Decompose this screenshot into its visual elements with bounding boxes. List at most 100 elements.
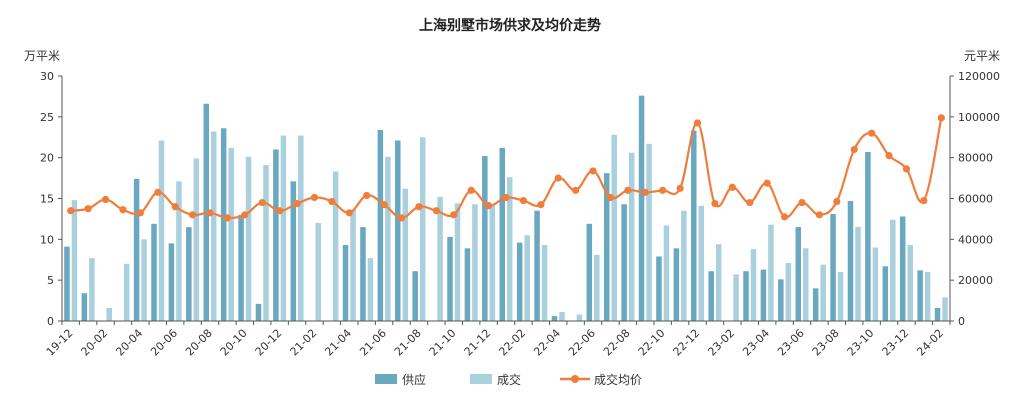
price-point (641, 188, 649, 196)
bar-deal (803, 248, 809, 321)
bar-deal (280, 135, 287, 321)
price-point (572, 186, 580, 194)
x-tick-label: 21-10 (427, 327, 459, 359)
price-point (519, 196, 528, 205)
bar-deal (785, 263, 792, 321)
bar-supply (238, 214, 244, 321)
chart-title: 上海别墅市场供求及均价走势 (419, 17, 601, 34)
x-tick-label: 20-06 (148, 327, 180, 359)
bar-supply (377, 129, 384, 321)
legend-label-supply: 供应 (402, 372, 426, 387)
bar-deal (141, 239, 147, 321)
bar-deal (750, 249, 757, 321)
bar-supply (812, 288, 819, 321)
price-point (345, 209, 353, 217)
price-point (885, 152, 893, 160)
price-point (293, 200, 301, 208)
price-point (537, 201, 545, 209)
price-point (484, 202, 493, 210)
bar-deal (698, 205, 705, 321)
x-tick-label: 21-04 (322, 327, 354, 359)
price-point (937, 114, 945, 122)
bar-deal (820, 264, 826, 321)
bar-supply (708, 271, 714, 321)
bar-deal (332, 171, 339, 321)
legend-swatch-price-dot (571, 375, 579, 383)
x-tick-label: 23-10 (845, 327, 877, 359)
price-point (276, 207, 284, 215)
bar-deal (211, 131, 217, 321)
bar-supply (360, 227, 366, 321)
x-tick-label: 22-02 (496, 327, 528, 359)
y-right-tick-label: 40000 (958, 233, 993, 246)
bar-supply (290, 181, 297, 321)
x-tick-label: 20-10 (218, 327, 250, 359)
legend-label-price: 成交均价 (594, 372, 642, 387)
price-point (310, 193, 319, 202)
bar-deal (924, 272, 931, 321)
price-point (171, 203, 179, 211)
y-right-tick-label: 20000 (958, 274, 993, 287)
bar-deal (385, 156, 391, 321)
bar-deal (837, 272, 844, 321)
bar-supply (395, 140, 401, 321)
price-point (676, 184, 684, 192)
x-tick-label: 23-06 (775, 327, 807, 359)
bar-supply (273, 149, 279, 321)
bar-deal (402, 188, 409, 321)
price-point (850, 145, 858, 154)
bar-supply (847, 200, 854, 321)
bar-supply (516, 242, 523, 321)
bar-deal (350, 209, 356, 321)
price-point (815, 211, 824, 219)
bar-supply (865, 151, 871, 321)
x-tick-label: 22-04 (531, 327, 563, 359)
price-point (67, 207, 75, 215)
bar-deal (158, 140, 165, 321)
price-point (206, 209, 214, 217)
y-left-tick-label: 15 (40, 193, 54, 206)
bar-deal (576, 314, 583, 321)
bar-deal (106, 307, 113, 321)
bar-deal (890, 219, 896, 321)
bar-supply (656, 256, 662, 321)
bar-deal (193, 158, 200, 321)
bar-deal (454, 203, 461, 321)
x-tick-label: 22-08 (601, 327, 633, 359)
bar-deal (298, 135, 304, 321)
price-point (763, 179, 771, 187)
x-tick-label: 19-12 (44, 327, 76, 359)
bar-supply (795, 227, 801, 321)
bar-deal (628, 152, 635, 321)
price-point (554, 174, 562, 182)
x-tick-label: 21-02 (288, 327, 320, 359)
price-point (746, 198, 754, 207)
x-tick-label: 21-08 (392, 327, 424, 359)
bar-deal (855, 227, 861, 321)
bar-supply (743, 271, 749, 321)
y-right-tick-label: 0 (958, 315, 965, 328)
bar-supply (760, 269, 767, 321)
x-tick-label: 23-02 (705, 327, 737, 359)
bar-supply (255, 303, 262, 321)
bar-deal (942, 297, 948, 321)
bar-supply (934, 307, 941, 321)
price-line (70, 117, 943, 220)
bar-deal (71, 200, 78, 321)
x-tick-label: 22-12 (671, 327, 703, 359)
bar-deal (768, 224, 774, 321)
price-point (450, 211, 458, 219)
bar-deal (907, 245, 913, 321)
x-tick-label: 23-08 (810, 327, 842, 359)
x-tick-label: 22-06 (566, 327, 598, 359)
bar-deal (123, 263, 130, 321)
bar-deal (646, 143, 652, 321)
price-point (589, 167, 597, 175)
x-tick-label: 21-12 (462, 327, 494, 359)
x-tick-label: 22-10 (636, 327, 668, 359)
bar-deal (541, 245, 548, 321)
price-point (798, 198, 806, 207)
bar-deal (245, 156, 252, 321)
y-right-tick-label: 120000 (958, 70, 1000, 83)
